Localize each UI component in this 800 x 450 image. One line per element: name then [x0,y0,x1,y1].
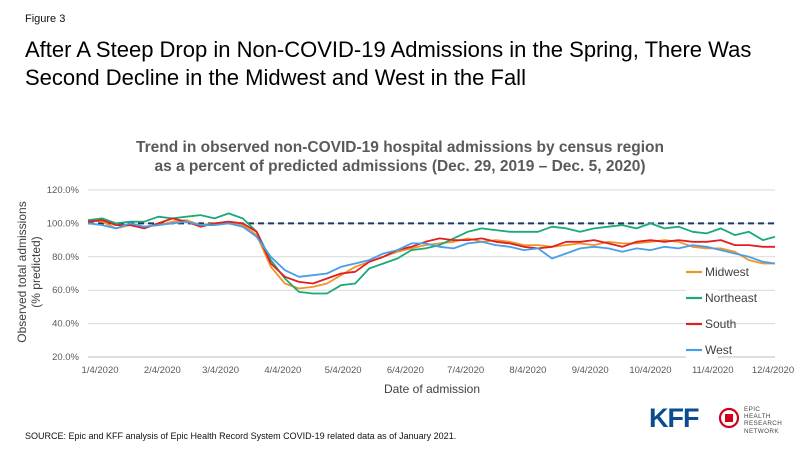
x-tick-label: 7/4/2020 [447,365,484,376]
epic-text-line-3: RESEARCH [744,420,783,428]
gridlines [88,189,775,325]
series-line-south [87,217,775,285]
y-tick-label: 20.0% [52,352,79,363]
x-tick-label: 6/4/2020 [387,365,424,376]
x-tick-label: 3/4/2020 [202,365,239,376]
x-tick-label: 1/4/2020 [82,365,119,376]
x-tick-label: 9/4/2020 [572,365,609,376]
y-tick-label: 60.0% [52,285,79,296]
logo-area: KFF EPIC HEALTH RESEARCH NETWORK [649,403,789,443]
x-tick-label: 2/4/2020 [144,365,181,376]
legend-label-northeast: Northeast [705,291,758,305]
series-line-west [87,220,776,278]
x-tick-label: 11/4/2020 [692,365,734,376]
y-tick-label: 120.0% [47,185,80,196]
series-lines [87,212,776,295]
legend-label-midwest: Midwest [705,265,750,279]
legend-label-south: South [705,317,736,331]
y-axis-title: Observed total admissions (% predicted) [15,201,43,342]
x-axis-title: Date of admission [384,382,480,396]
y-tick-label: 100.0% [47,218,80,229]
x-tick-label: 12/4/2020 [752,365,794,376]
legend: Midwest Northeast South West [686,264,758,358]
epic-text-line-1: EPIC [744,406,761,413]
source-note: SOURCE: Epic and KFF analysis of Epic He… [25,431,457,441]
kff-logo: KFF [649,403,699,433]
y-tick-label: 40.0% [52,319,79,330]
chart-title: Trend in observed non-COVID-19 hospital … [40,138,760,176]
series-line-midwest [87,219,775,290]
y-axis-title-line-1: Observed total admissions [15,201,29,342]
page-headline: After A Steep Drop in Non-COVID-19 Admis… [25,37,752,90]
chart-title-line-2: as a percent of predicted admissions (De… [154,158,646,175]
series-line-northeast [87,212,776,295]
x-tick-label: 4/4/2020 [264,365,301,376]
chart-title-line-1: Trend in observed non-COVID-19 hospital … [136,139,664,156]
figure-label: Figure 3 [25,13,66,25]
y-tick-label: 80.0% [52,252,79,263]
x-tick-label: 5/4/2020 [325,365,362,376]
x-tick-label: 10/4/2020 [629,365,671,376]
epic-text-line-4: NETWORK [744,427,779,435]
epic-research-network-text: EPIC HEALTH RESEARCH NETWORK [744,406,782,435]
epic-text-line-2: HEALTH [744,413,771,421]
x-tick-label: 8/4/2020 [509,365,546,376]
x-axis-ticks: 1/4/2020 2/4/2020 3/4/2020 4/4/2020 5/4/2020… [82,365,795,376]
epic-logo-icon [718,407,740,429]
legend-label-west: West [705,343,733,357]
y-axis-ticks: 20.0% 40.0% 60.0% 80.0% 100.0% 120.0% [47,185,80,363]
y-axis-title-line-2: (% predicted) [29,236,43,307]
